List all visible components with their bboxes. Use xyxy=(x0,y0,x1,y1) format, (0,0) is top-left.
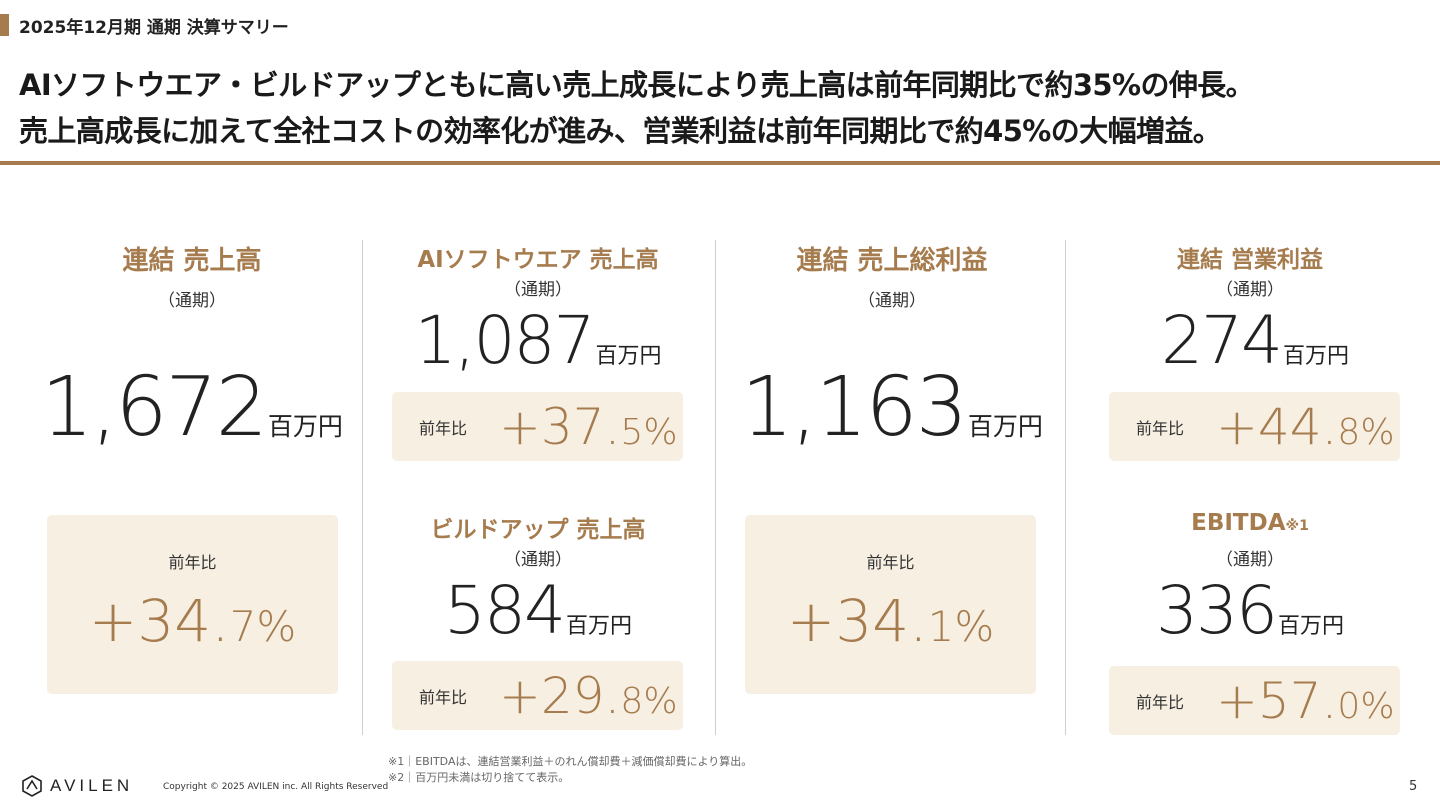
ai-software-sales-period: （通期） xyxy=(504,280,572,300)
yoy-value: +29.8% xyxy=(499,667,678,725)
ai-software-sales-yoy-box: 前年比 +37.5% xyxy=(392,392,683,461)
ebitda-value: 336 百万円 xyxy=(1100,572,1400,649)
headline: AIソフトウエア・ビルドアップともに高い売上成長により売上高は前年同期比で約35… xyxy=(19,62,1255,154)
value-unit: 百万円 xyxy=(595,344,662,369)
yoy-label: 前年比 xyxy=(168,553,217,572)
yoy-main: +29. xyxy=(499,666,621,725)
column-divider xyxy=(715,240,716,735)
yoy-decimal: 5% xyxy=(620,411,678,453)
buildup-sales-value: 584 百万円 xyxy=(388,572,688,649)
consolidated-sales-yoy-box: 前年比 +34.7% xyxy=(47,515,338,694)
avilen-logo-icon xyxy=(22,775,42,797)
consolidated-operating-profit-yoy-box: 前年比 +44.8% xyxy=(1109,392,1400,461)
buildup-sales-title: ビルドアップ 売上高 xyxy=(430,517,646,543)
yoy-value: +57.0% xyxy=(1216,672,1395,730)
ebitda-yoy-box: 前年比 +57.0% xyxy=(1109,666,1400,735)
value-unit: 百万円 xyxy=(565,614,632,639)
ai-software-sales-value: 1,087 百万円 xyxy=(388,302,688,379)
ebitda-title-text: EBITDA xyxy=(1191,510,1286,536)
ebitda-period: （通期） xyxy=(1216,550,1284,570)
logo-text: AVILEN xyxy=(50,776,134,795)
ebitda-title: EBITDA※1 xyxy=(1100,510,1400,536)
yoy-main: +37. xyxy=(499,397,621,456)
ebitda-note-mark: ※1 xyxy=(1285,518,1309,534)
footnote-1: ※1｜EBITDAは、連結営業利益＋のれん償却費＋減価償却費により算出。 xyxy=(388,755,753,768)
headline-line-1: AIソフトウエア・ビルドアップともに高い売上成長により売上高は前年同期比で約35… xyxy=(19,68,1255,102)
footnote-2: ※2｜百万円未満は切り捨てて表示。 xyxy=(388,771,570,784)
yoy-decimal: 0% xyxy=(1337,685,1395,727)
value-number: 584 xyxy=(444,572,566,649)
yoy-label: 前年比 xyxy=(419,418,468,438)
yoy-value: +34.7% xyxy=(89,587,296,655)
column-divider xyxy=(362,240,363,735)
consolidated-operating-profit-value: 274 百万円 xyxy=(1105,302,1405,379)
consolidated-gross-profit-title: 連結 売上総利益 xyxy=(796,246,988,276)
consolidated-operating-profit-period: （通期） xyxy=(1216,280,1284,300)
consolidated-gross-profit-yoy-box: 前年比 +34.1% xyxy=(745,515,1036,694)
value-unit: 百万円 xyxy=(1277,614,1344,639)
page-number: 5 xyxy=(1409,779,1418,794)
yoy-label: 前年比 xyxy=(1136,692,1185,712)
section-marker xyxy=(0,14,9,36)
consolidated-gross-profit-value: 1,163 百万円 xyxy=(741,360,1043,455)
yoy-decimal: 1% xyxy=(927,602,995,651)
yoy-label: 前年比 xyxy=(1136,418,1185,438)
yoy-main: +34. xyxy=(88,587,230,655)
headline-line-2: 売上高成長に加えて全社コストの効率化が進み、営業利益は前年同期比で約45%の大幅… xyxy=(19,114,1222,148)
value-number: 1,672 xyxy=(41,360,268,455)
yoy-value: +37.5% xyxy=(499,398,678,456)
copyright: Copyright © 2025 AVILEN inc. All Rights … xyxy=(163,782,389,792)
yoy-main: +44. xyxy=(1216,397,1338,456)
consolidated-gross-profit-period: （通期） xyxy=(858,291,926,311)
yoy-decimal: 8% xyxy=(1337,411,1395,453)
yoy-decimal: 7% xyxy=(229,602,297,651)
section-label: 2025年12月期 通期 決算サマリー xyxy=(19,18,289,38)
value-unit: 百万円 xyxy=(967,412,1043,441)
value-number: 1,087 xyxy=(414,302,596,379)
buildup-sales-yoy-box: 前年比 +29.8% xyxy=(392,661,683,730)
column-divider xyxy=(1065,240,1066,735)
consolidated-operating-profit-title: 連結 営業利益 xyxy=(1176,247,1323,273)
company-logo: AVILEN xyxy=(20,774,133,798)
ai-software-sales-title: AIソフトウエア 売上高 xyxy=(417,247,659,273)
yoy-decimal: 8% xyxy=(620,680,678,722)
yoy-label: 前年比 xyxy=(866,553,915,572)
yoy-label: 前年比 xyxy=(419,687,468,707)
consolidated-sales-title: 連結 売上高 xyxy=(122,246,262,276)
value-unit: 百万円 xyxy=(1282,344,1349,369)
consolidated-sales-value: 1,672 百万円 xyxy=(41,360,343,455)
consolidated-sales-period: （通期） xyxy=(158,291,226,311)
header-rule xyxy=(0,161,1440,165)
yoy-value: +44.8% xyxy=(1216,398,1395,456)
value-number: 1,163 xyxy=(741,360,968,455)
yoy-main: +57. xyxy=(1216,671,1338,730)
value-number: 336 xyxy=(1156,572,1278,649)
yoy-value: +34.1% xyxy=(787,587,994,655)
yoy-main: +34. xyxy=(786,587,928,655)
buildup-sales-period: （通期） xyxy=(504,550,572,570)
value-number: 274 xyxy=(1161,302,1283,379)
value-unit: 百万円 xyxy=(267,412,343,441)
